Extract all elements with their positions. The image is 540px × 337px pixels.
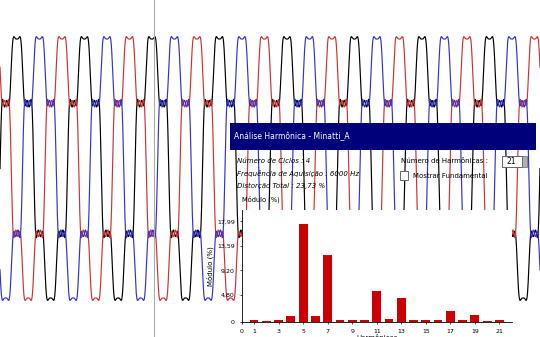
Bar xyxy=(384,318,394,322)
Y-axis label: Módulo (%): Módulo (%) xyxy=(207,246,214,286)
Text: Número de Harmônicas :: Número de Harmônicas : xyxy=(401,158,488,164)
Bar xyxy=(483,321,491,322)
Bar xyxy=(470,315,480,322)
Bar xyxy=(421,320,430,322)
Bar xyxy=(409,320,418,322)
Bar xyxy=(249,320,259,322)
Bar xyxy=(372,291,381,322)
Text: Frequência de Aquisição : 6000 Hz: Frequência de Aquisição : 6000 Hz xyxy=(237,170,359,177)
Bar xyxy=(299,224,307,322)
Bar xyxy=(360,320,369,322)
Bar xyxy=(503,156,522,166)
Bar xyxy=(274,320,283,322)
X-axis label: Harmônicas: Harmônicas xyxy=(356,335,397,337)
Bar xyxy=(262,321,271,322)
Text: Distorção Total : 23,73 %: Distorção Total : 23,73 % xyxy=(237,183,325,189)
Bar xyxy=(348,320,356,322)
Bar xyxy=(400,171,408,180)
Text: 21: 21 xyxy=(507,157,516,166)
Bar xyxy=(286,316,295,322)
Bar xyxy=(458,320,467,322)
Bar xyxy=(311,316,320,322)
Bar xyxy=(495,320,504,322)
Text: Módulo (%): Módulo (%) xyxy=(242,195,280,203)
Bar xyxy=(397,299,406,322)
Text: Mostrar Fundamental: Mostrar Fundamental xyxy=(413,173,488,179)
Bar xyxy=(323,255,332,322)
Bar xyxy=(434,320,442,322)
Bar xyxy=(446,311,455,322)
Bar xyxy=(522,156,527,166)
Bar xyxy=(230,123,536,150)
Bar xyxy=(335,320,345,322)
Text: Análise Harmônica - Minatti_A: Análise Harmônica - Minatti_A xyxy=(234,132,350,141)
Text: Número de Ciclos : 4: Número de Ciclos : 4 xyxy=(237,158,310,164)
